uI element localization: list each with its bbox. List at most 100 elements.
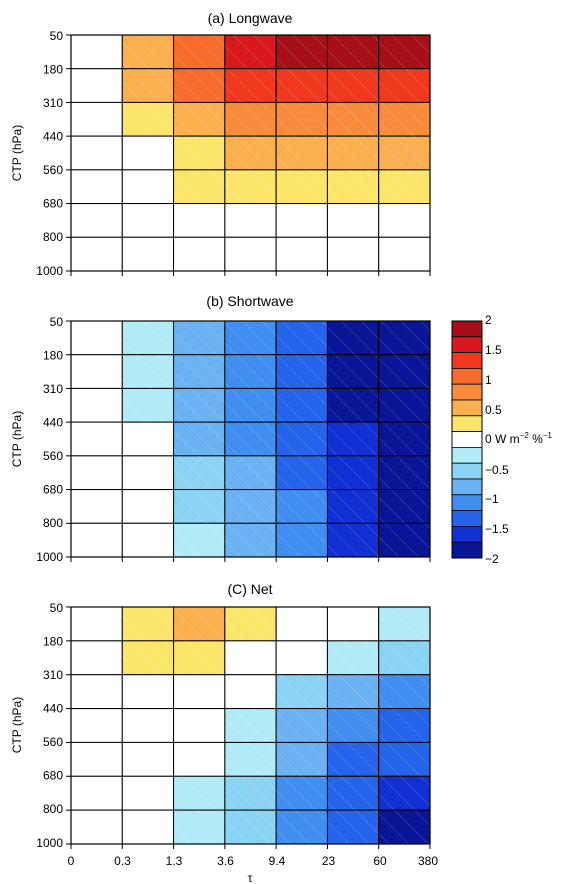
- heatmap-cell: [121, 489, 175, 524]
- heatmap-cell: [70, 135, 123, 171]
- heatmap-cell: [121, 421, 175, 457]
- cell-hatch: [327, 810, 379, 844]
- y-tick-label: 50: [50, 29, 64, 43]
- cell-hatch: [327, 354, 379, 389]
- cell-hatch: [276, 354, 328, 389]
- cell-hatch: [173, 388, 225, 423]
- heatmap-cell: [121, 674, 175, 710]
- cell-hatch: [276, 321, 328, 355]
- plot-frame: [70, 320, 431, 558]
- cell-hatch: [276, 35, 328, 69]
- cell-hatch: [378, 354, 430, 389]
- x-tick-label: 60: [373, 854, 387, 868]
- heatmap-cell: [121, 741, 175, 777]
- heatmap-cell: [70, 101, 123, 137]
- cell-hatch: [122, 68, 174, 103]
- heatmap-cell: [173, 674, 226, 710]
- colorbar-tick-label: −2: [485, 552, 499, 566]
- y-tick-label: 1000: [36, 264, 63, 278]
- cell-hatch: [327, 708, 379, 743]
- y-tick-label: 800: [43, 230, 63, 244]
- heatmap-cell: [70, 606, 123, 642]
- y-tick-labels: 50 180 310 440 560 680 800 1000: [36, 315, 63, 564]
- cell-hatch: [327, 169, 379, 204]
- cell-hatch: [378, 674, 430, 709]
- y-axis-label: CTP (hPa): [10, 697, 24, 753]
- colorbar-swatch: [451, 415, 483, 432]
- cell-hatch: [224, 810, 277, 844]
- cell-hatch: [378, 523, 430, 557]
- cell-hatch: [224, 35, 277, 69]
- colorbar-swatch: [451, 541, 483, 559]
- colorbar-frame: [451, 320, 483, 559]
- cell-hatch: [224, 422, 277, 456]
- colorbar-tick-label: −1.5: [485, 522, 509, 536]
- colorbar-swatch: [451, 462, 483, 480]
- y-tick-label: 180: [43, 349, 63, 363]
- x-tick-label: 1.3: [166, 854, 183, 868]
- cell-hatch: [173, 455, 225, 490]
- x-tick-label: 380: [418, 854, 438, 868]
- cell-hatch: [224, 742, 277, 777]
- cell-hatch: [224, 708, 277, 743]
- heatmap-cell: [70, 387, 123, 423]
- cell-hatch: [122, 640, 174, 675]
- heatmap-cell: [70, 522, 123, 558]
- cell-hatch: [327, 68, 379, 103]
- cell-hatch: [327, 422, 379, 456]
- colorbar-unit-label: 0 W m−2 %−1: [485, 431, 552, 446]
- heatmap-cell: [378, 203, 431, 238]
- cell-hatch: [224, 455, 277, 490]
- x-tick-label: 0: [68, 854, 75, 868]
- colorbar-swatch: [451, 399, 483, 417]
- panel-net: (C) Net CTP (hPa) 50 180 310 440 560 680…: [10, 581, 438, 884]
- cell-hatch: [378, 68, 430, 103]
- heatmap-cell: [70, 741, 123, 777]
- cell-hatch: [327, 776, 379, 811]
- cell-hatch: [378, 136, 430, 170]
- cell-hatch: [173, 776, 225, 811]
- heatmap-cell: [224, 674, 277, 710]
- cell-hatch: [122, 321, 174, 355]
- panel-title: (a) Longwave: [208, 10, 293, 26]
- heatmap-cells: [66, 606, 431, 849]
- heatmap-cell: [70, 489, 123, 524]
- cell-hatch: [224, 607, 277, 641]
- x-tick-label: 0.3: [114, 854, 131, 868]
- cell-hatch: [173, 489, 225, 524]
- heatmap-cell: [275, 606, 328, 642]
- y-tick-label: 1000: [36, 836, 63, 850]
- cell-hatch: [327, 523, 379, 557]
- y-tick-label: 440: [43, 416, 63, 430]
- cell-hatch: [224, 136, 277, 170]
- y-tick-label: 680: [43, 483, 63, 497]
- y-tick-label: 440: [43, 702, 63, 716]
- colorbar-swatch: [451, 431, 483, 448]
- heatmap-cell: [121, 522, 175, 558]
- cell-hatch: [378, 776, 430, 811]
- y-tick-label: 1000: [36, 550, 63, 564]
- cell-hatch: [327, 321, 379, 355]
- cell-hatch: [224, 388, 277, 423]
- cell-hatch: [173, 169, 225, 204]
- cell-hatch: [378, 455, 430, 490]
- colorbar-swatch: [451, 478, 483, 496]
- cell-hatch: [224, 776, 277, 811]
- colorbar: 2 1.5 1 0.5 0 W m−2 %−1 −0.5 −1 −1.5 −2: [451, 313, 552, 566]
- cell-hatch: [276, 742, 328, 777]
- heatmap-cell: [70, 674, 123, 710]
- cell-hatch: [327, 742, 379, 777]
- x-tick-label: 9.4: [269, 854, 286, 868]
- cell-hatch: [327, 136, 379, 170]
- colorbar-swatch: [451, 320, 483, 338]
- colorbar-tick-label: −1: [485, 492, 499, 506]
- cell-hatch: [173, 607, 225, 641]
- cell-hatch: [224, 102, 277, 137]
- x-tick-labels: 0 0.3 1.3 3.6 9.4 23 60 380: [68, 854, 439, 868]
- heatmap-cell: [275, 640, 328, 676]
- y-tick-label: 180: [43, 635, 63, 649]
- cell-hatch: [122, 102, 174, 137]
- cell-hatch: [276, 523, 328, 557]
- cell-hatch: [378, 810, 430, 844]
